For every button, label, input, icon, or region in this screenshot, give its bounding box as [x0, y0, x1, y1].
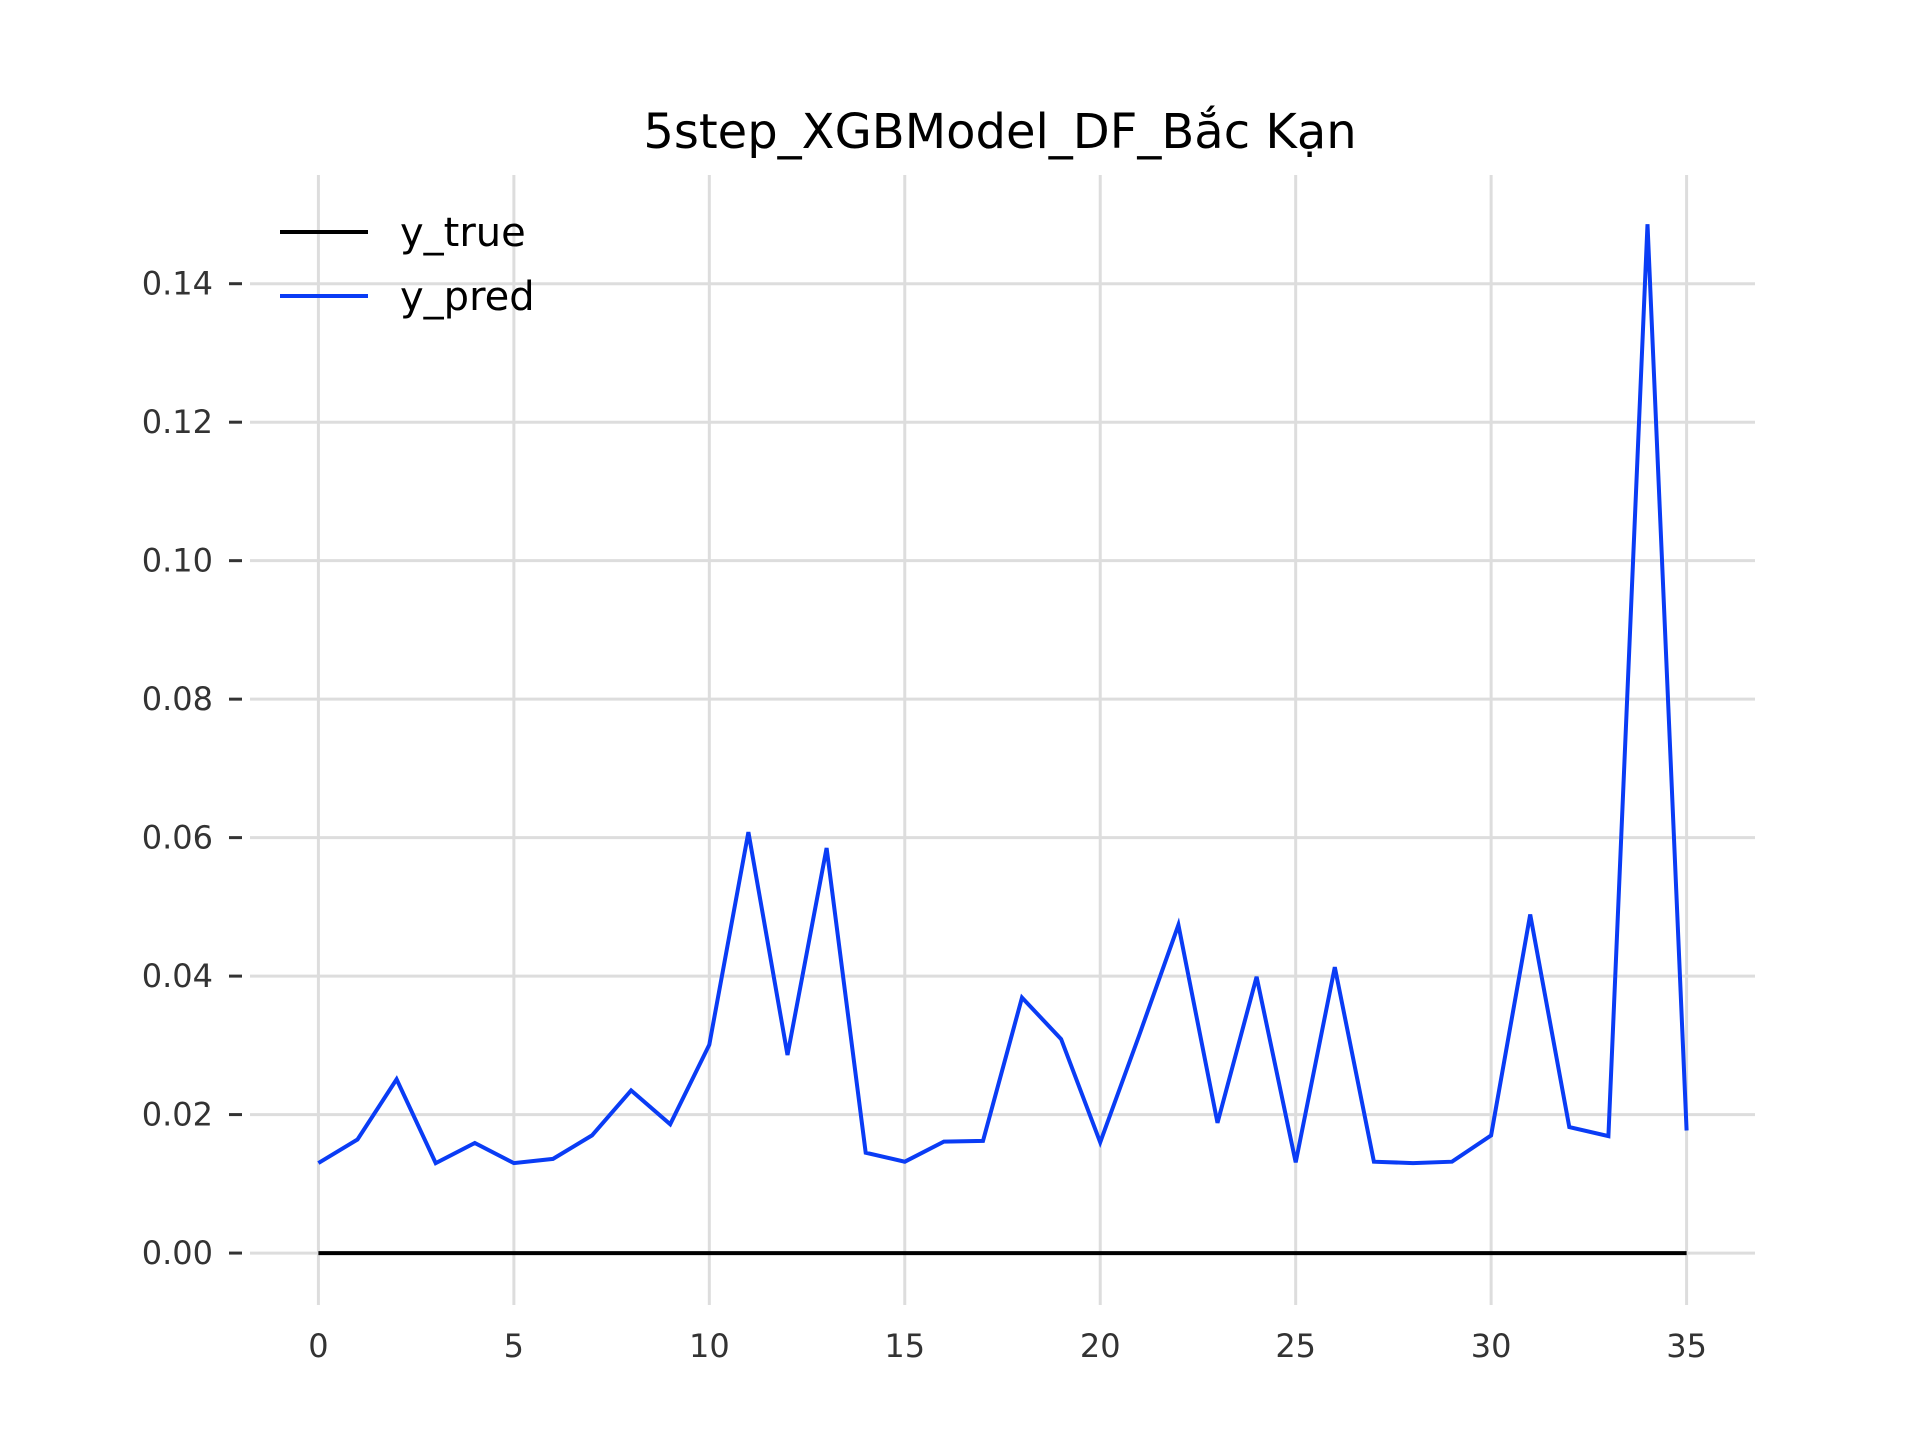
y-tick-label: 0.12 [142, 403, 213, 441]
legend-label: y_true [400, 210, 526, 256]
y-tick-label: 0.02 [142, 1096, 213, 1134]
tick-layer: 0 5 10 15 20 25 30 35 0.00 0.02 0.04 0.06 0.08 0.10 0.… [142, 265, 1707, 1365]
legend-label: y_pred [400, 274, 535, 320]
series-layer [317, 224, 1689, 1256]
x-tick-label: 30 [1471, 1327, 1512, 1365]
y-tick-label: 0.14 [142, 265, 213, 303]
legend: y_true y_pred [280, 210, 535, 320]
y-tick-label: 0.08 [142, 680, 213, 718]
series-line-y-pred [317, 224, 1689, 1166]
x-tick-label: 15 [884, 1327, 925, 1365]
y-tick-label: 0.10 [142, 542, 213, 580]
x-tick-label: 35 [1666, 1327, 1707, 1365]
x-tick-label: 20 [1080, 1327, 1121, 1365]
y-tick-label: 0.00 [142, 1234, 213, 1272]
x-tick-label: 25 [1275, 1327, 1316, 1365]
x-tick-label: 10 [689, 1327, 730, 1365]
y-tick-label: 0.04 [142, 957, 213, 995]
grid-layer [250, 175, 1755, 1305]
x-tick-label: 0 [308, 1327, 328, 1365]
y-tick-label: 0.06 [142, 819, 213, 857]
x-tick-label: 5 [504, 1327, 524, 1365]
chart-title: 5step_XGBModel_DF_Bắc Kạn [643, 104, 1356, 160]
